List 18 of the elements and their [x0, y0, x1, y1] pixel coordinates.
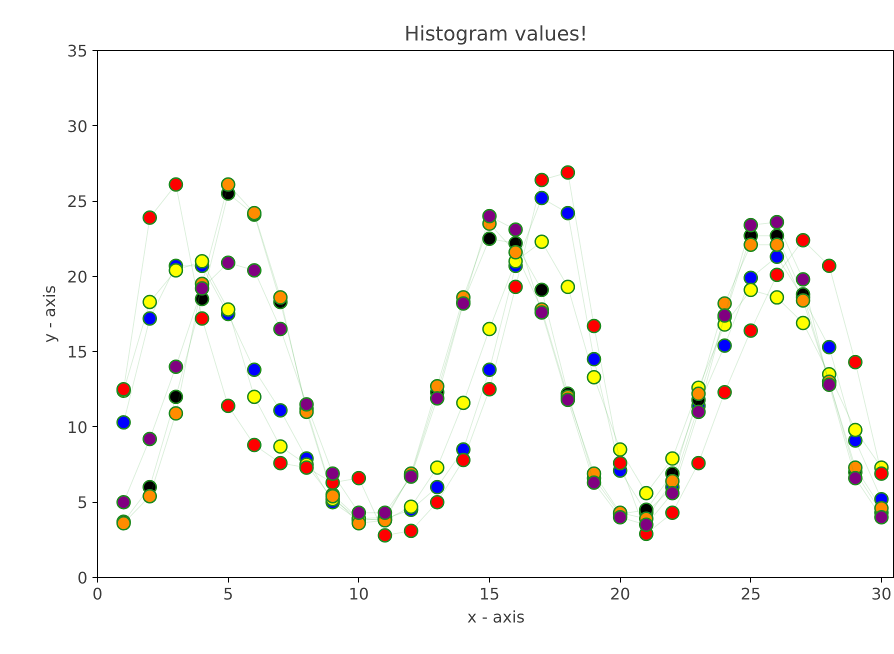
y-tick-label: 10	[67, 418, 88, 437]
y-tick-label: 5	[77, 493, 88, 512]
x-tick-label: 15	[479, 584, 500, 604]
y-tick-label: 20	[67, 267, 88, 286]
y-tick-label: 30	[67, 116, 88, 136]
x-axis-title: x - axis	[467, 608, 525, 626]
x-tick-label: 30	[871, 584, 892, 604]
y-tick-label: 35	[67, 42, 88, 60]
y-tick-label: 15	[67, 342, 88, 362]
y-tick-label: 0	[77, 568, 88, 588]
y-axis-title: y - axis	[40, 285, 60, 343]
x-tick-label: 10	[348, 584, 369, 604]
chart-title: Histogram values!	[404, 22, 588, 46]
x-tick-label: 25	[740, 584, 761, 604]
x-tick-label: 20	[610, 584, 630, 604]
x-tick-label: 5	[223, 584, 234, 604]
y-tick-label: 25	[67, 192, 88, 212]
x-tick-label: 0	[92, 584, 103, 604]
